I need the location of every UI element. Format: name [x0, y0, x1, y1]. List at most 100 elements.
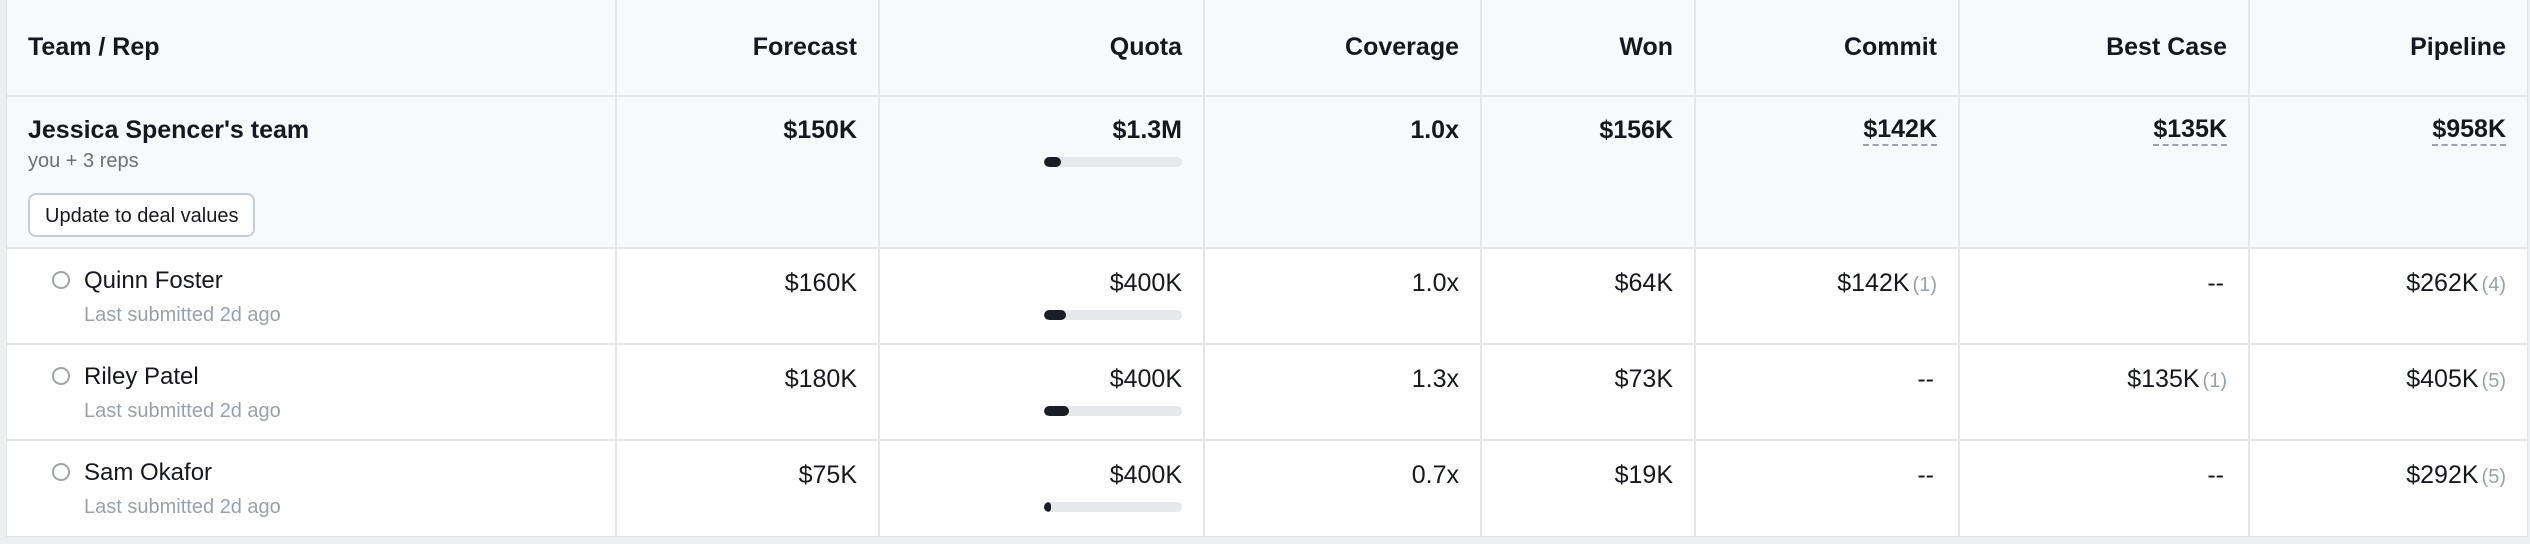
- rep-forecast-value: $75K: [798, 461, 857, 489]
- column-header-commit[interactable]: Commit: [1695, 0, 1960, 97]
- team-name: Jessica Spencer's team: [28, 116, 310, 144]
- rep-pipeline-value[interactable]: $405K: [2406, 365, 2479, 393]
- rep-best-case-value[interactable]: $135K: [2127, 365, 2200, 393]
- team-quota-progress-bar: [1044, 157, 1182, 167]
- rep-quota-progress-fill: [1044, 310, 1067, 320]
- rep-quota-value: $400K: [1109, 269, 1182, 297]
- rep-cell: Sam Okafor Last submitted 2d ago: [7, 440, 617, 536]
- rep-forecast-value: $160K: [784, 269, 857, 297]
- rep-pipeline-cell: $405K (5): [2249, 344, 2527, 441]
- rep-forecast-cell: $180K: [616, 344, 880, 441]
- team-best-case-value[interactable]: $135K: [2153, 115, 2227, 146]
- team-subtitle: you + 3 reps: [28, 150, 139, 172]
- rep-won-value: $73K: [1614, 365, 1673, 393]
- rep-cell: Riley Patel Last submitted 2d ago: [7, 344, 617, 441]
- rep-forecast-cell: $75K: [616, 440, 880, 536]
- rep-commit-value[interactable]: $142K: [1837, 269, 1910, 297]
- rep-name[interactable]: Quinn Foster: [84, 267, 223, 294]
- rep-coverage-value: 1.0x: [1411, 269, 1459, 297]
- rep-row[interactable]: Riley Patel Last submitted 2d ago $180K …: [7, 344, 2527, 441]
- column-header-best-case[interactable]: Best Case: [1959, 0, 2250, 97]
- team-coverage-value: 1.0x: [1410, 116, 1459, 144]
- rep-quota-progress-bar: [1044, 406, 1182, 416]
- rep-name[interactable]: Riley Patel: [84, 363, 199, 390]
- rep-name[interactable]: Sam Okafor: [84, 459, 213, 486]
- team-forecast-value: $150K: [783, 116, 857, 144]
- column-header-team-rep[interactable]: Team / Rep: [7, 0, 617, 97]
- rep-best-case-cell: --: [1959, 440, 2250, 536]
- rep-quota-cell: $400K: [879, 248, 1205, 345]
- rep-best-case-value: --: [2207, 269, 2224, 297]
- rep-best-case-cell: --: [1959, 248, 2250, 345]
- rep-commit-cell: --: [1695, 440, 1960, 536]
- team-won-value: $156K: [1599, 116, 1673, 144]
- rep-best-case-value: --: [2207, 461, 2224, 489]
- rep-won-value: $64K: [1614, 269, 1673, 297]
- rep-last-submitted: Last submitted 2d ago: [84, 400, 281, 422]
- column-header-coverage[interactable]: Coverage: [1204, 0, 1482, 97]
- rep-forecast-value: $180K: [784, 365, 857, 393]
- team-summary-row: Jessica Spencer's team you + 3 reps Upda…: [7, 96, 2527, 249]
- rep-row[interactable]: Sam Okafor Last submitted 2d ago $75K $4…: [7, 440, 2527, 536]
- rep-commit-cell: $142K (1): [1695, 248, 1960, 345]
- column-header-won[interactable]: Won: [1481, 0, 1696, 97]
- forecast-table-card: Team / Rep Forecast Quota Coverage Won C…: [6, 0, 2528, 537]
- rep-pipeline-cell: $262K (4): [2249, 248, 2527, 345]
- rep-pipeline-count: (4): [2481, 274, 2506, 296]
- rep-won-cell: $19K: [1481, 440, 1696, 536]
- table-header-row: Team / Rep Forecast Quota Coverage Won C…: [7, 0, 2527, 97]
- team-quota-value: $1.3M: [1112, 116, 1182, 144]
- column-header-quota[interactable]: Quota: [879, 0, 1205, 97]
- rep-quota-progress-bar: [1044, 310, 1182, 320]
- team-commit-cell: $142K: [1695, 96, 1960, 249]
- team-coverage-cell: 1.0x: [1204, 96, 1482, 249]
- update-to-deal-values-button[interactable]: Update to deal values: [28, 193, 256, 237]
- rep-quota-progress-bar: [1044, 502, 1182, 512]
- rep-quota-value: $400K: [1109, 461, 1182, 489]
- team-quota-cell: $1.3M: [879, 96, 1205, 249]
- forecast-table: Team / Rep Forecast Quota Coverage Won C…: [7, 0, 2527, 536]
- rep-last-submitted: Last submitted 2d ago: [84, 496, 281, 518]
- rep-commit-value: --: [1917, 461, 1934, 489]
- rep-coverage-value: 0.7x: [1411, 461, 1459, 489]
- column-header-forecast[interactable]: Forecast: [616, 0, 880, 97]
- rep-pipeline-count: (5): [2481, 370, 2506, 392]
- team-commit-value[interactable]: $142K: [1863, 115, 1937, 146]
- rep-coverage-cell: 0.7x: [1204, 440, 1482, 536]
- rep-coverage-cell: 1.0x: [1204, 248, 1482, 345]
- rep-row[interactable]: Quinn Foster Last submitted 2d ago $160K…: [7, 248, 2527, 345]
- rep-won-cell: $64K: [1481, 248, 1696, 345]
- team-cell: Jessica Spencer's team you + 3 reps Upda…: [7, 96, 617, 249]
- team-pipeline-value[interactable]: $958K: [2432, 115, 2506, 146]
- column-header-pipeline[interactable]: Pipeline: [2249, 0, 2527, 97]
- rep-forecast-cell: $160K: [616, 248, 880, 345]
- team-best-case-cell: $135K: [1959, 96, 2250, 249]
- rep-commit-cell: --: [1695, 344, 1960, 441]
- rep-quota-progress-fill: [1044, 502, 1051, 512]
- rep-coverage-value: 1.3x: [1411, 365, 1459, 393]
- team-forecast-cell: $150K: [616, 96, 880, 249]
- team-pipeline-cell: $958K: [2249, 96, 2527, 249]
- team-quota-progress-fill: [1044, 157, 1061, 167]
- rep-quota-cell: $400K: [879, 440, 1205, 536]
- rep-select-radio[interactable]: [52, 367, 70, 385]
- rep-coverage-cell: 1.3x: [1204, 344, 1482, 441]
- rep-commit-count: (1): [1912, 274, 1937, 296]
- rep-pipeline-value[interactable]: $262K: [2406, 269, 2479, 297]
- rep-commit-value: --: [1917, 365, 1934, 393]
- rep-best-case-cell: $135K (1): [1959, 344, 2250, 441]
- team-won-cell: $156K: [1481, 96, 1696, 249]
- rep-won-cell: $73K: [1481, 344, 1696, 441]
- rep-best-case-count: (1): [2202, 370, 2227, 392]
- rep-select-radio[interactable]: [52, 463, 70, 481]
- rep-quota-cell: $400K: [879, 344, 1205, 441]
- rep-pipeline-count: (5): [2481, 466, 2506, 488]
- rep-quota-value: $400K: [1109, 365, 1182, 393]
- rep-last-submitted: Last submitted 2d ago: [84, 304, 281, 326]
- rep-quota-progress-fill: [1044, 406, 1069, 416]
- rep-pipeline-cell: $292K (5): [2249, 440, 2527, 536]
- rep-select-radio[interactable]: [52, 271, 70, 289]
- rep-won-value: $19K: [1614, 461, 1673, 489]
- rep-cell: Quinn Foster Last submitted 2d ago: [7, 248, 617, 345]
- rep-pipeline-value[interactable]: $292K: [2406, 461, 2479, 489]
